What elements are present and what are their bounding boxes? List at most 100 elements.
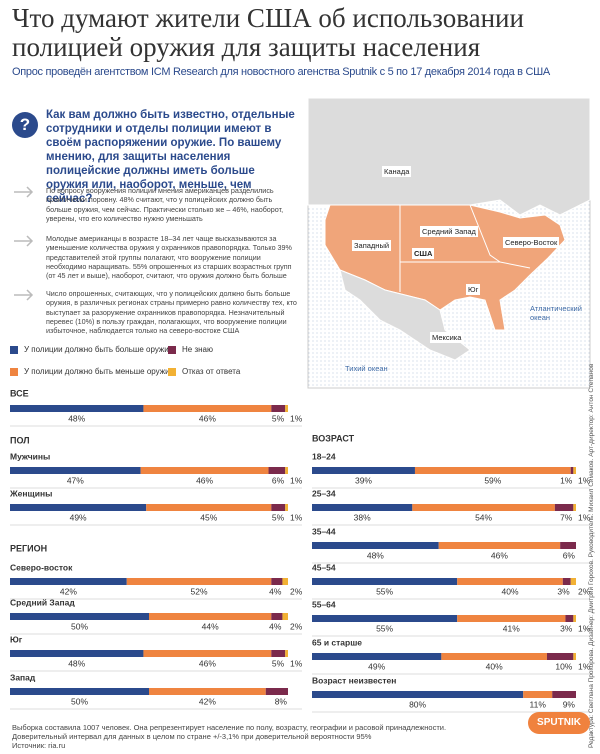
value-label: 52% (191, 586, 208, 596)
value-label: 2% (290, 621, 303, 631)
category-label: 25–34 (312, 488, 336, 498)
bar-segment (271, 578, 283, 585)
legend-swatch (10, 346, 18, 354)
title: Что думают жители США об использовании по… (12, 4, 524, 62)
title-line: Что думают жители США об использовании (12, 3, 524, 33)
map-label: Канада (382, 166, 412, 177)
legend-swatch (168, 346, 176, 354)
bar-segment (441, 653, 547, 660)
legend-label: У полиции должно быть меньше оружия (24, 367, 174, 376)
bar-segment (268, 467, 286, 474)
legend-label: У полиции должно быть больше оружия (24, 345, 173, 354)
canada (307, 97, 591, 216)
subtitle: Опрос проведён агентством ICM Research д… (12, 66, 550, 78)
legend-swatch (168, 368, 176, 376)
bar-segment (570, 578, 576, 585)
value-label: 38% (354, 512, 371, 522)
paragraph: По вопросу вооружения полиции мнения аме… (46, 186, 284, 223)
value-label: 42% (60, 586, 77, 596)
category-label: Возраст неизвестен (312, 675, 396, 685)
section-title: РЕГИОН (10, 543, 47, 553)
bar-segment (573, 653, 576, 660)
bar-segment (282, 578, 288, 585)
bar-segment (457, 578, 563, 585)
value-label: 39% (355, 475, 372, 485)
bar-segment (285, 504, 288, 511)
bar-segment (414, 467, 571, 474)
bar-segment (554, 504, 574, 511)
bar-segment (457, 615, 566, 622)
value-label: 1% (578, 512, 591, 522)
bar-segment (10, 578, 127, 585)
value-label: 5% (272, 413, 285, 423)
value-label: 2% (578, 586, 591, 596)
bar-segment (312, 504, 413, 511)
bar-segment (10, 504, 147, 511)
value-label: 8% (275, 696, 288, 706)
legend-label: Отказ от ответа (182, 367, 241, 376)
map-label: Северо-Восток (503, 237, 560, 248)
category-label: Юг (10, 634, 23, 644)
bar-segment (143, 405, 272, 412)
note: Источник: ria.ru (12, 741, 66, 750)
question: Как вам должно быть известно, отдельные … (46, 109, 295, 205)
bar-segment (573, 615, 576, 622)
section-title: ПОЛ (10, 435, 30, 445)
bar-segment (552, 691, 576, 698)
bar-segment (149, 613, 272, 620)
category-label: Северо-восток (10, 562, 73, 572)
bar-segment (285, 650, 288, 657)
value-label: 49% (368, 661, 385, 671)
bar-segment (560, 542, 576, 549)
map-label: Западный (352, 240, 392, 251)
bar-segment (570, 467, 574, 474)
title-line: полицией оружия для защиты населения (12, 32, 481, 62)
logo: SPUTNIK (528, 712, 590, 734)
bar-segment (265, 688, 288, 695)
bar-segment (126, 578, 272, 585)
value-label: 46% (199, 658, 216, 668)
value-label: 46% (491, 550, 508, 560)
category-label: Средний Запад (10, 597, 75, 607)
category-label: 45–54 (312, 562, 336, 572)
category-label: Мужчины (10, 451, 50, 461)
value-label: 46% (196, 475, 213, 485)
value-label: 49% (70, 512, 87, 522)
bar-segment (10, 613, 149, 620)
value-label: 59% (484, 475, 501, 485)
value-label: 46% (199, 413, 216, 423)
value-label: 9% (563, 699, 576, 709)
bar-segment (565, 615, 574, 622)
value-label: 47% (67, 475, 84, 485)
bar-segment (312, 542, 439, 549)
bar-segment (146, 504, 272, 511)
value-label: 42% (199, 696, 216, 706)
value-label: 3% (560, 623, 573, 633)
note: Доверительный интервал для данных в цело… (12, 732, 372, 741)
bar-segment (149, 688, 266, 695)
paragraph: Молодые американцы в возрасте 18–34 лет … (46, 234, 292, 281)
category-label: 55–64 (312, 599, 336, 609)
value-label: 54% (475, 512, 492, 522)
footnote: Выборка составила 1007 человек. Она репр… (12, 723, 446, 750)
value-label: 50% (71, 621, 88, 631)
note: Выборка составила 1007 человек. Она репр… (12, 723, 447, 732)
category-label: 65 и старше (312, 637, 362, 647)
legend-label: Не знаю (182, 345, 213, 354)
bar-segment (312, 691, 524, 698)
bar-segment (312, 578, 458, 585)
bar-segment (282, 613, 288, 620)
bar-segment (573, 467, 576, 474)
value-label: 40% (501, 586, 518, 596)
map-label: Средний Запад (420, 226, 478, 237)
bar-segment (438, 542, 561, 549)
value-label: 2% (290, 586, 303, 596)
value-label: 7% (560, 512, 573, 522)
bar-segment (285, 467, 288, 474)
value-label: 5% (272, 512, 285, 522)
bar-segment (10, 688, 149, 695)
value-label: 40% (486, 661, 503, 671)
value-label: 55% (376, 586, 393, 596)
bar-segment (523, 691, 553, 698)
